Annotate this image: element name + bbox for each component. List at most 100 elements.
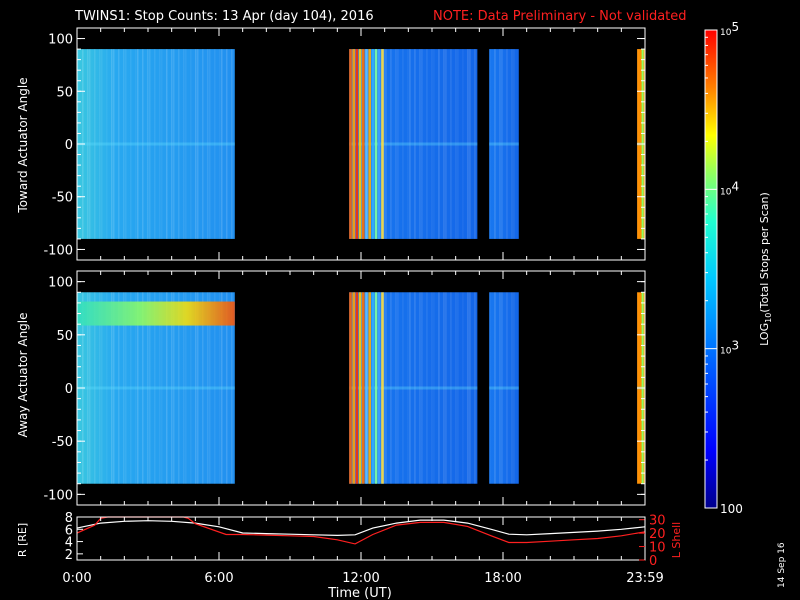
heatmap-streak — [173, 292, 175, 484]
heatmap-streak — [161, 49, 163, 239]
heatmap-streak — [221, 292, 223, 484]
heatmap-streak — [469, 292, 471, 484]
heatmap-streak — [111, 292, 113, 484]
heatmap-streak — [501, 292, 503, 484]
heatmap-streak — [178, 49, 180, 239]
heatmap-streak — [467, 49, 469, 239]
heatmap-streak — [87, 49, 89, 239]
heatmap-streak — [142, 292, 144, 484]
colorbar-tick-label: 100 — [720, 502, 743, 516]
hot-column — [374, 49, 378, 239]
heatmap-streak — [501, 49, 503, 239]
heatmap-streak — [407, 292, 409, 484]
heatmap-streak — [154, 49, 156, 239]
heatmap-streak — [438, 292, 440, 484]
colorbar-label: LOG10(Total Stops per Scan) — [758, 192, 773, 346]
heatmap-streak — [469, 49, 471, 239]
heatmap-streak — [457, 292, 459, 484]
heatmap-streak — [395, 49, 397, 239]
heatmap-streak — [207, 292, 209, 484]
heatmap-streak — [113, 292, 115, 484]
heatmap-streak — [385, 49, 387, 239]
heatmap-streak — [190, 49, 192, 239]
heatmap-streak — [219, 49, 221, 239]
x-tick-label: 6:00 — [204, 571, 233, 586]
heatmap-streak — [361, 292, 363, 484]
heatmap-streak — [87, 292, 89, 484]
heatmap-streak — [390, 49, 392, 239]
hot-column — [349, 292, 352, 484]
heatmap-streak — [361, 49, 363, 239]
heatmap-streak — [137, 49, 139, 239]
heatmap-streak — [433, 49, 435, 239]
heatmap-streak — [455, 49, 457, 239]
heatmap-streak — [147, 49, 149, 239]
heatmap-streak — [467, 292, 469, 484]
heatmap-streak — [147, 292, 149, 484]
data-note: NOTE: Data Preliminary - Not validated — [433, 9, 687, 24]
hot-column — [381, 49, 384, 239]
heatmap-streak — [197, 292, 199, 484]
heatmap-streak — [202, 49, 204, 239]
y-tick-label: 0 — [65, 382, 73, 397]
orbit-right-tick-label: 20 — [649, 527, 666, 542]
heatmap-streak — [137, 292, 139, 484]
heatmap-streak — [166, 292, 168, 484]
heatmap-streak — [499, 49, 501, 239]
heatmap-streak — [173, 49, 175, 239]
hot-column — [355, 49, 359, 239]
colorbar-tick-label: 103 — [720, 339, 739, 357]
heatmap-streak — [489, 292, 491, 484]
toward-panel: 100 50 0 -50 -100 — [43, 27, 646, 261]
heatmap-streak — [123, 292, 125, 484]
heatmap-streak — [421, 49, 423, 239]
heatmap-streak — [407, 49, 409, 239]
heatmap-streak — [195, 49, 197, 239]
heatmap-streak — [195, 292, 197, 484]
heatmap-streak — [130, 292, 132, 484]
heatmap-streak — [462, 49, 464, 239]
y-tick-label: 100 — [48, 33, 73, 48]
heatmap-streak — [94, 292, 96, 484]
zero-angle-band — [489, 386, 519, 390]
heatmap-streak — [494, 292, 496, 484]
hot-column — [368, 292, 371, 484]
y-tick-label: -100 — [43, 243, 73, 258]
hot-column — [358, 49, 362, 239]
heatmap-streak — [457, 49, 459, 239]
hot-column — [361, 49, 365, 239]
heatmap-streak — [130, 49, 132, 239]
x-tick-label: 18:00 — [484, 571, 521, 586]
heatmap-streak — [397, 292, 399, 484]
heatmap-streak — [385, 292, 387, 484]
y-tick-label: -50 — [52, 435, 73, 450]
heatmap-streak — [197, 49, 199, 239]
x-axis-label: Time (UT) — [327, 586, 392, 600]
heatmap-streak — [125, 49, 127, 239]
heatmap-segment — [489, 292, 519, 484]
heatmap-streak — [462, 292, 464, 484]
zero-angle-band — [77, 142, 235, 146]
heatmap-streak — [209, 49, 211, 239]
heatmap-streak — [474, 49, 476, 239]
heatmap-streak — [226, 292, 228, 484]
y-tick-label: 100 — [48, 276, 73, 291]
heatmap-streak — [414, 49, 416, 239]
heatmap-streak — [106, 292, 108, 484]
heatmap-streak — [443, 49, 445, 239]
heatmap-streak — [171, 49, 173, 239]
heatmap-streak — [123, 49, 125, 239]
orbit-right-tick-label: 10 — [649, 541, 666, 556]
heatmap-streak — [494, 49, 496, 239]
heatmap-streak — [438, 49, 440, 239]
hot-column — [361, 292, 365, 484]
heatmap-streak — [99, 292, 101, 484]
x-tick-label: 12:00 — [342, 571, 379, 586]
heatmap-streak — [221, 49, 223, 239]
heatmap-streak — [513, 49, 515, 239]
zero-angle-band — [349, 386, 478, 390]
heatmap-streak — [414, 292, 416, 484]
hot-column — [355, 292, 359, 484]
colorbar-tick-label: 104 — [720, 179, 739, 197]
heatmap-streak — [214, 292, 216, 484]
